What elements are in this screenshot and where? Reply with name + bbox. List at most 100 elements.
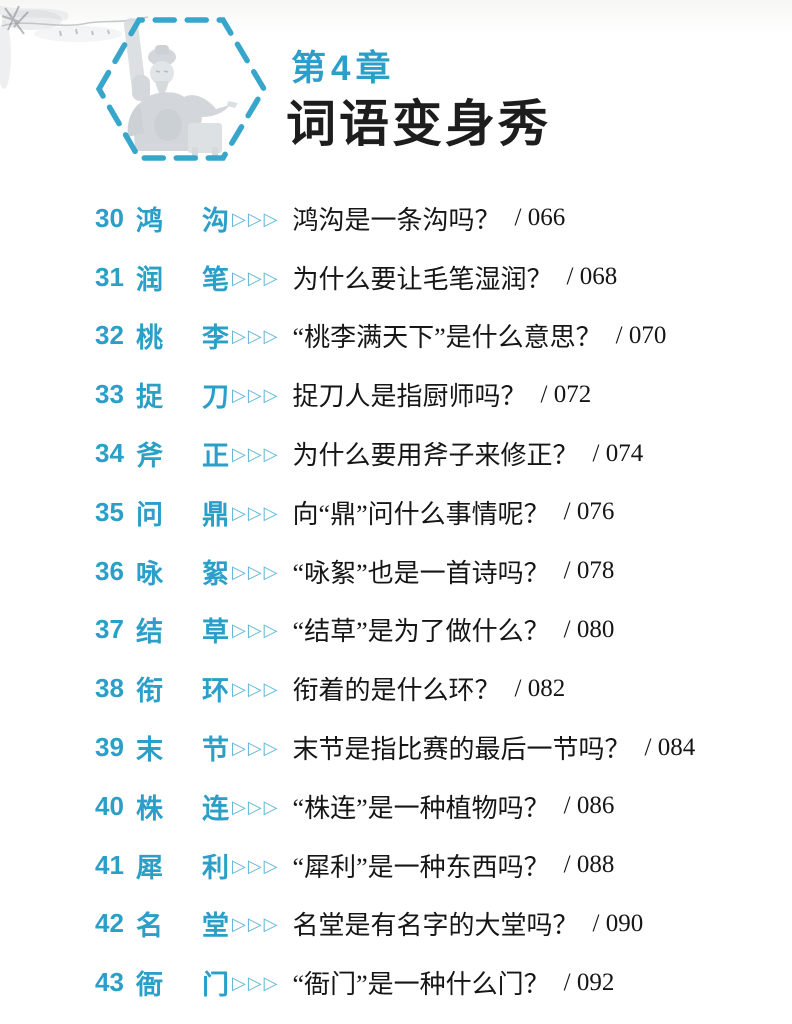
- entry-question: 捉刀人是指厨师吗？: [292, 382, 527, 412]
- triple-arrow-icon: ▷▷▷: [232, 855, 280, 876]
- triple-arrow-icon: ▷▷▷: [232, 444, 280, 465]
- triple-arrow-icon: ▷▷▷: [232, 738, 280, 759]
- entry-word-char2: 笔: [202, 264, 229, 295]
- toc-entry: 40 株连 ▷▷▷ “株连”是一种植物吗？ / 086: [95, 777, 762, 836]
- toc-entry: 31 润 笔 ▷▷▷ 为什么要让毛笔湿润？ / 068: [95, 248, 762, 307]
- entry-number: 38: [95, 673, 124, 704]
- entry-number: 33: [95, 379, 124, 410]
- entry-word-char1: 犀: [136, 852, 163, 883]
- entry-word-char1: 润: [136, 264, 163, 295]
- toc-entry: 41 犀利 ▷▷▷ “犀利”是一种东西吗？ / 088: [95, 836, 762, 895]
- page-title: 词语变身秀: [286, 96, 551, 152]
- entry-question: “桃李满天下”是什么意思？: [292, 323, 602, 353]
- entry-word-char2: 环: [202, 676, 229, 707]
- entry-number: 36: [95, 555, 124, 586]
- entry-question: 衔着的是什么环？: [292, 676, 501, 706]
- entry-number: 34: [95, 438, 124, 469]
- entry-number: 41: [95, 849, 124, 880]
- entry-word-char1: 结: [136, 617, 163, 648]
- entry-word-char2: 鼎: [202, 499, 229, 530]
- entry-word-char2: 节: [202, 735, 229, 766]
- entry-page-number: / 070: [615, 321, 667, 349]
- entry-question: 为什么要用斧子来修正？: [292, 441, 579, 471]
- triple-arrow-icon: ▷▷▷: [232, 502, 280, 523]
- entry-word-char2: 刀: [202, 382, 229, 413]
- entry-page-number: / 092: [563, 968, 615, 996]
- entry-question: “结草”是为了做什么？: [292, 617, 550, 647]
- entry-question: 为什么要让毛笔湿润？: [292, 264, 553, 294]
- entry-number: 31: [95, 261, 124, 292]
- entry-word-char2: 李: [202, 323, 229, 354]
- triple-arrow-icon: ▷▷▷: [232, 267, 280, 288]
- dashed-hexagon-border: [95, 17, 268, 161]
- entry-word-char1: 株: [136, 793, 163, 824]
- chapter-badge: [95, 17, 268, 161]
- entry-number: 30: [95, 202, 124, 233]
- toc-entry: 33 捉刀 ▷▷▷ 捉刀人是指厨师吗？ / 072: [95, 365, 762, 424]
- toc-entry: 32 桃 李 ▷▷▷ “桃李满天下”是什么意思？ / 070: [95, 307, 762, 366]
- entry-word-char1: 咏: [136, 558, 163, 589]
- entry-number: 40: [95, 790, 124, 821]
- entry-word-char2: 连: [202, 793, 229, 824]
- entry-word: 犀利: [136, 846, 229, 885]
- triple-arrow-icon: ▷▷▷: [232, 620, 280, 641]
- entry-word: 名堂: [136, 904, 229, 943]
- entry-page-number: / 078: [563, 557, 615, 585]
- entry-question: 鸿沟是一条沟吗？: [292, 205, 501, 235]
- triple-arrow-icon: ▷▷▷: [232, 679, 280, 700]
- entry-word-char1: 捉: [136, 382, 163, 413]
- entry-number: 37: [95, 614, 124, 645]
- entry-word: 末节: [136, 728, 229, 767]
- scholar-illustration: [123, 18, 238, 157]
- entry-word: 衔环: [136, 669, 229, 708]
- toc-entry: 35 问鼎 ▷▷▷ 向“鼎”问什么事情呢？ / 076: [95, 483, 762, 542]
- toc-entry: 39 末节 ▷▷▷ 末节是指比赛的最后一节吗？ / 084: [95, 718, 762, 777]
- entry-word-char1: 衙: [136, 970, 163, 1001]
- entry-word-char1: 桃: [136, 323, 163, 354]
- entry-word-char2: 沟: [202, 205, 229, 236]
- entry-question: 名堂是有名字的大堂吗？: [292, 911, 579, 941]
- entry-question: “衙门”是一种什么门？: [292, 970, 550, 1000]
- entry-page-number: / 066: [514, 204, 566, 232]
- toc-entry: 42 名堂 ▷▷▷ 名堂是有名字的大堂吗？ / 090: [95, 895, 762, 954]
- entry-question: “株连”是一种植物吗？: [292, 793, 550, 823]
- entry-word-char1: 问: [136, 499, 163, 530]
- entry-word-char2: 门: [202, 970, 229, 1001]
- entry-word-char2: 絮: [202, 558, 229, 589]
- toc-entry: 38 衔环 ▷▷▷ 衔着的是什么环？ / 082: [95, 659, 762, 718]
- triple-arrow-icon: ▷▷▷: [232, 561, 280, 582]
- entry-word-char2: 利: [202, 852, 229, 883]
- entry-question: “咏絮”也是一首诗吗？: [292, 558, 550, 588]
- entry-page-number: / 068: [566, 263, 618, 291]
- entry-word-char2: 正: [202, 441, 229, 472]
- entry-page-number: / 090: [592, 909, 644, 937]
- entry-word: 斧正: [136, 434, 229, 473]
- triple-arrow-icon: ▷▷▷: [232, 385, 280, 406]
- entry-page-number: / 080: [563, 615, 615, 643]
- entry-word-char1: 衔: [136, 676, 163, 707]
- table-of-contents: 30 鸿沟 ▷▷▷ 鸿沟是一条沟吗？ / 066 31 润笔 ▷▷▷ 为什么要让…: [95, 189, 762, 1012]
- triple-arrow-icon: ▷▷▷: [232, 973, 280, 994]
- entry-number: 35: [95, 496, 124, 527]
- entry-word: 咏絮: [136, 552, 229, 591]
- triple-arrow-icon: ▷▷▷: [232, 326, 280, 347]
- entry-word: 问鼎: [136, 493, 229, 532]
- toc-entry: 43 衙门 ▷▷▷ “衙门”是一种什么门？ / 092: [95, 953, 762, 1012]
- entry-word: 株连: [136, 787, 229, 826]
- entry-page-number: / 072: [540, 380, 592, 408]
- entry-word-char1: 鸿: [136, 205, 163, 236]
- entry-word-char2: 堂: [202, 911, 229, 942]
- entry-number: 32: [95, 320, 124, 351]
- entry-word: 衙门: [136, 963, 229, 1002]
- entry-number: 39: [95, 732, 124, 763]
- entry-word-char1: 名: [136, 911, 163, 942]
- entry-page-number: / 074: [592, 439, 644, 467]
- entry-word-char2: 草: [202, 617, 229, 648]
- entry-word: 捉刀: [136, 375, 229, 414]
- entry-word: 鸿沟: [136, 199, 229, 238]
- entry-page-number: / 082: [514, 674, 566, 702]
- entry-question: 向“鼎”问什么事情呢？: [292, 499, 550, 529]
- triple-arrow-icon: ▷▷▷: [232, 914, 280, 935]
- entry-question: 末节是指比赛的最后一节吗？: [292, 735, 631, 765]
